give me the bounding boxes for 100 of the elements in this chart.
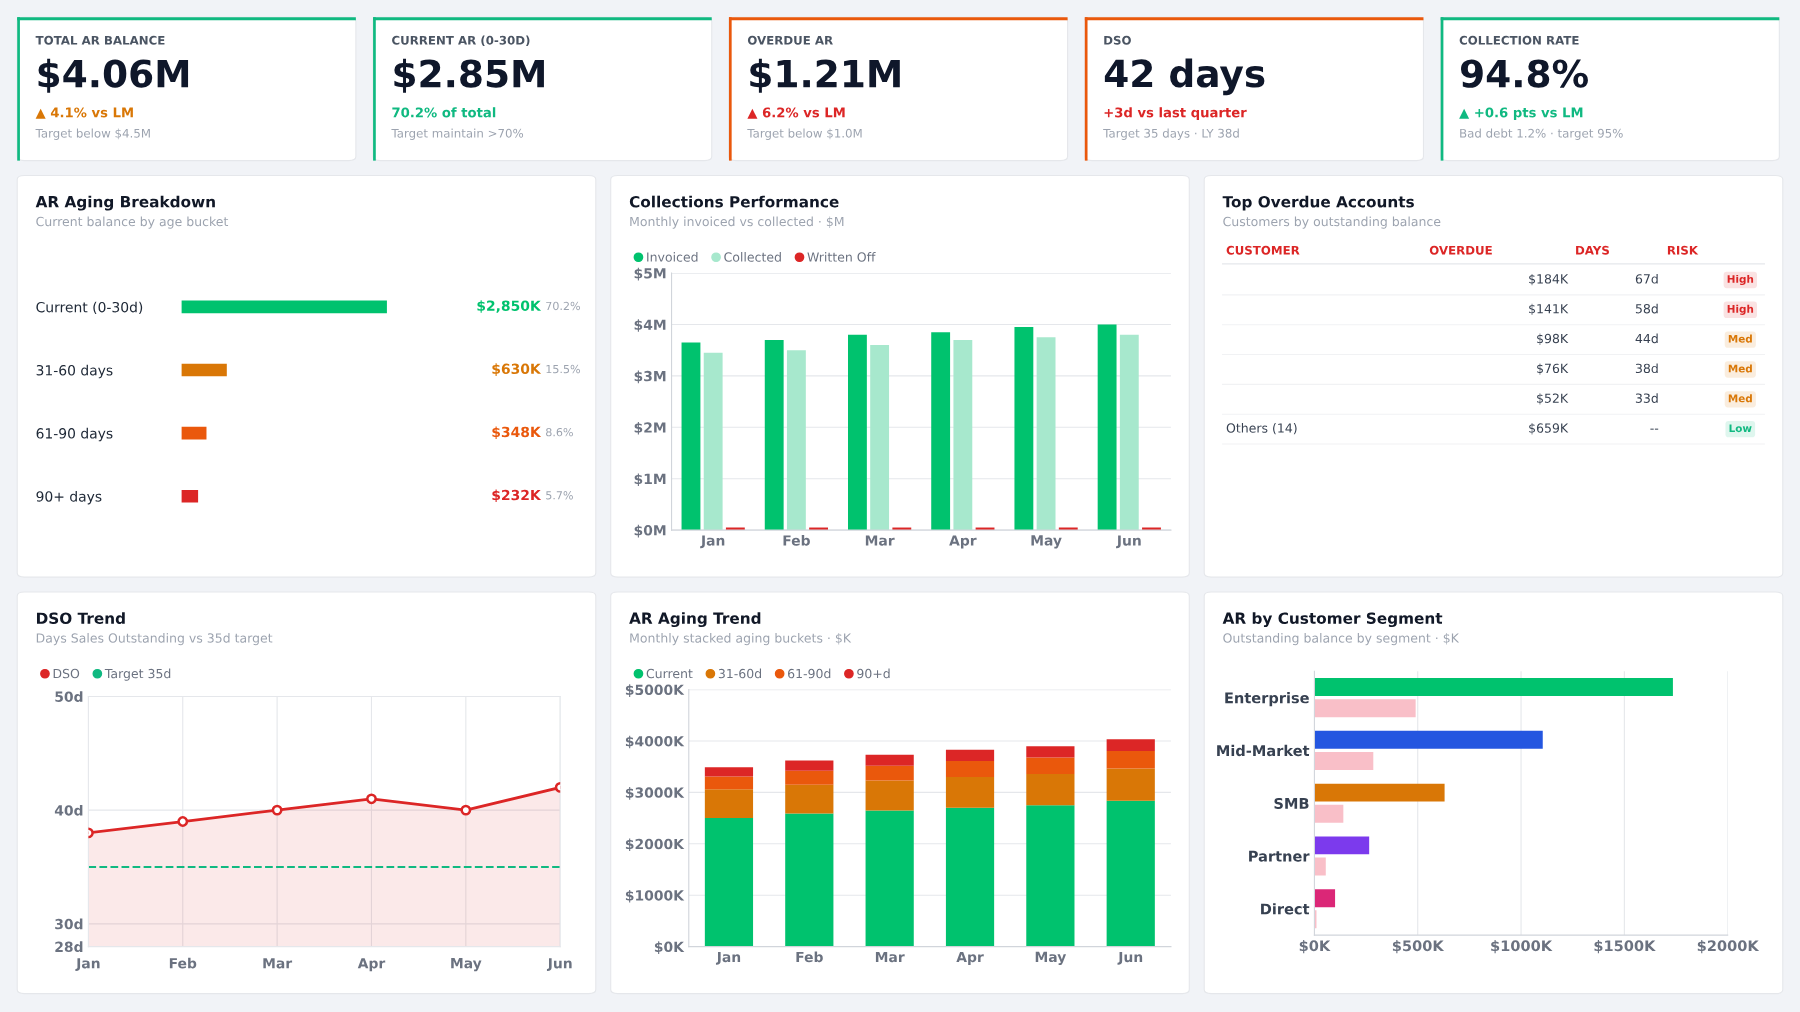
y-tick-label: 31-60 days [36,364,113,379]
text: -- [1650,428,1659,430]
text: 70.2% [546,301,580,311]
y-tick-label: 90+ days [36,490,102,505]
bar [181,363,227,377]
bar [953,339,973,531]
bar [1036,337,1056,531]
bar [1106,751,1155,769]
text: $184K [1529,273,1569,286]
x-tick-label: Feb [796,951,823,963]
x-tick-label: Jun [1117,951,1143,965]
y-tick-label: 40d [54,804,83,816]
y-tick-label: $3M [634,370,666,384]
text: $2.85M [394,58,544,93]
text: 44d [1635,333,1658,344]
text: High [1727,304,1754,315]
legend-label: Target 35d [104,668,171,681]
x-tick-label: May [1031,535,1062,549]
text: ▲ 4.1% vs LM [35,107,133,119]
x-tick-label: Mar [263,958,293,969]
text: Target maintain >70% [391,128,524,140]
chart-subtitle: Days Sales Outstanding vs 35d target [36,633,273,646]
x-tick-label: Apr [956,951,984,965]
text: 42 days [1104,58,1265,96]
text: CURRENT AR (0-30D) [392,35,530,47]
bar [1314,730,1543,749]
text: ▲ +0.6 pts vs LM [1459,107,1583,120]
x-tick-label: Feb [169,957,197,969]
bar [931,332,951,531]
y-tick-label: $1M [634,473,666,487]
x-tick-label: May [451,958,482,972]
bar [1106,768,1155,801]
legend-label: 31-60d [718,668,762,679]
x-tick-label: $2000K [1697,939,1760,954]
x-tick-label: $0K [1299,939,1331,954]
x-tick-label: Apr [949,535,977,549]
bar [704,767,754,777]
text: $76K [1537,363,1569,375]
data-label: $232K [492,489,542,503]
text: Customers by outstanding balance [1223,216,1441,229]
data-label: $348K [492,426,542,440]
bar [865,810,914,947]
text: $4.06M [38,58,189,93]
bar [786,350,806,531]
legend-label: 90+d [857,668,890,679]
legend-label: Collected [724,252,781,262]
y-tick-label: Current (0-30d) [36,301,143,315]
bar [1106,739,1155,752]
category-label: OVERDUE [1429,245,1492,255]
text: $141K [1529,303,1569,316]
bar [865,765,914,781]
y-tick-label: 61-90 days [36,427,113,442]
legend-label: Current [646,668,693,679]
bar [1314,678,1673,697]
y-tick-label: $2M [634,422,666,435]
text: 58d [1635,303,1658,314]
chart-subtitle: Monthly stacked aging buckets · $K [630,633,852,646]
point [177,816,189,827]
bar [1314,751,1374,770]
bar [764,339,784,531]
y-tick-label: $5000K [625,684,685,697]
category-label: RISK [1667,245,1699,255]
text: Med [1728,364,1752,373]
text: OVERDUE AR [747,35,833,45]
y-tick-label: $0M [634,524,666,538]
point [366,793,377,805]
text: DSO [1104,35,1131,45]
text: 5.7% [546,491,573,500]
text: +3d vs last quarter [1104,107,1247,120]
bar [945,807,995,947]
legend-label: 61-90d [788,668,831,679]
bar [785,813,834,947]
chart-subtitle: Current balance by age bucket [36,216,229,229]
y-tick-label: $5M [634,267,666,281]
text: Bad debt 1.2% · target 95% [1460,128,1623,140]
y-tick-label: 30d [55,918,83,930]
x-tick-label: Jan [715,951,741,965]
text: $659K [1529,423,1569,435]
bar [865,780,914,811]
category-label: DAYS [1576,245,1609,255]
text: 8.6% [546,427,573,437]
x-tick-label: Jan [75,958,100,972]
y-tick-label: Mid-Market [1217,744,1310,757]
chart-subtitle: Outstanding balance by segment · $K [1223,633,1460,646]
x-tick-label: Feb [783,534,810,546]
text: High [1727,274,1754,286]
bar [945,749,995,762]
y-tick-label: Partner [1249,850,1310,862]
text: $98K [1537,333,1569,345]
y-tick-label: $4M [634,319,666,332]
point [460,804,472,816]
bar [1119,334,1139,531]
data-label: $630K [492,363,542,376]
chart-title: AR Aging Trend [629,612,761,628]
bar [1314,889,1336,908]
x-tick-label: $1000K [1491,939,1553,954]
text: $52K [1537,393,1569,405]
x-tick-label: Apr [357,958,386,972]
legend-label: DSO [53,668,80,679]
text: 38d [1635,363,1658,374]
